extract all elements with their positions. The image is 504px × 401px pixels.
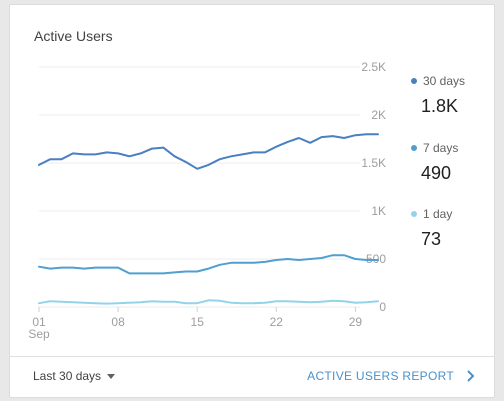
y-tick-label: 2.5K [361, 60, 386, 74]
legend-label: 1 day [423, 207, 453, 221]
series-line-30-days [38, 133, 379, 170]
date-range-dropdown[interactable]: Last 30 days [33, 369, 116, 383]
x-tick-label: 01 [32, 315, 46, 329]
legend-dot-icon [411, 78, 417, 84]
legend-item-1-day: 1 day 73 [411, 207, 491, 250]
legend-value: 490 [421, 163, 452, 183]
legend-label: 30 days [423, 74, 466, 88]
y-tick-label: 1K [371, 204, 386, 218]
date-range-label: Last 30 days [33, 369, 102, 383]
card-title: Active Users [34, 28, 113, 44]
legend-dot-icon [411, 145, 417, 151]
active-users-report-link[interactable]: ACTIVE USERS REPORT [307, 369, 476, 383]
series-line-1-day [38, 299, 379, 305]
x-tick-label: 22 [270, 315, 284, 329]
y-tick-label: 1.5K [361, 156, 386, 170]
legend-value: 1.8K [421, 96, 459, 116]
series-line-7-days [38, 254, 379, 275]
active-users-card: Active Users 0 500 1K 1.5K 2K 2.5K 01 Sep 08 15 2… [9, 4, 495, 398]
chevron-right-icon [467, 370, 475, 382]
report-link-label: ACTIVE USERS REPORT [307, 369, 454, 383]
series-lines [38, 133, 379, 305]
gridlines [38, 66, 360, 312]
x-tick-label: 08 [111, 315, 125, 329]
legend-label: 7 days [423, 141, 459, 155]
y-tick-label: 2K [371, 108, 386, 122]
legend-item-7-days: 7 days 490 [411, 141, 491, 184]
legend-value: 73 [421, 229, 442, 249]
x-tick-label: 15 [191, 315, 205, 329]
y-tick-label: 0 [379, 300, 386, 314]
x-tick-label: 29 [349, 315, 363, 329]
caret-down-icon [107, 373, 116, 379]
legend-dot-icon [411, 211, 417, 217]
legend-item-30-days: 30 days 1.8K [411, 74, 491, 117]
x-tick-sublabel: Sep [28, 327, 50, 341]
card-footer: Last 30 days ACTIVE USERS REPORT [10, 356, 494, 397]
